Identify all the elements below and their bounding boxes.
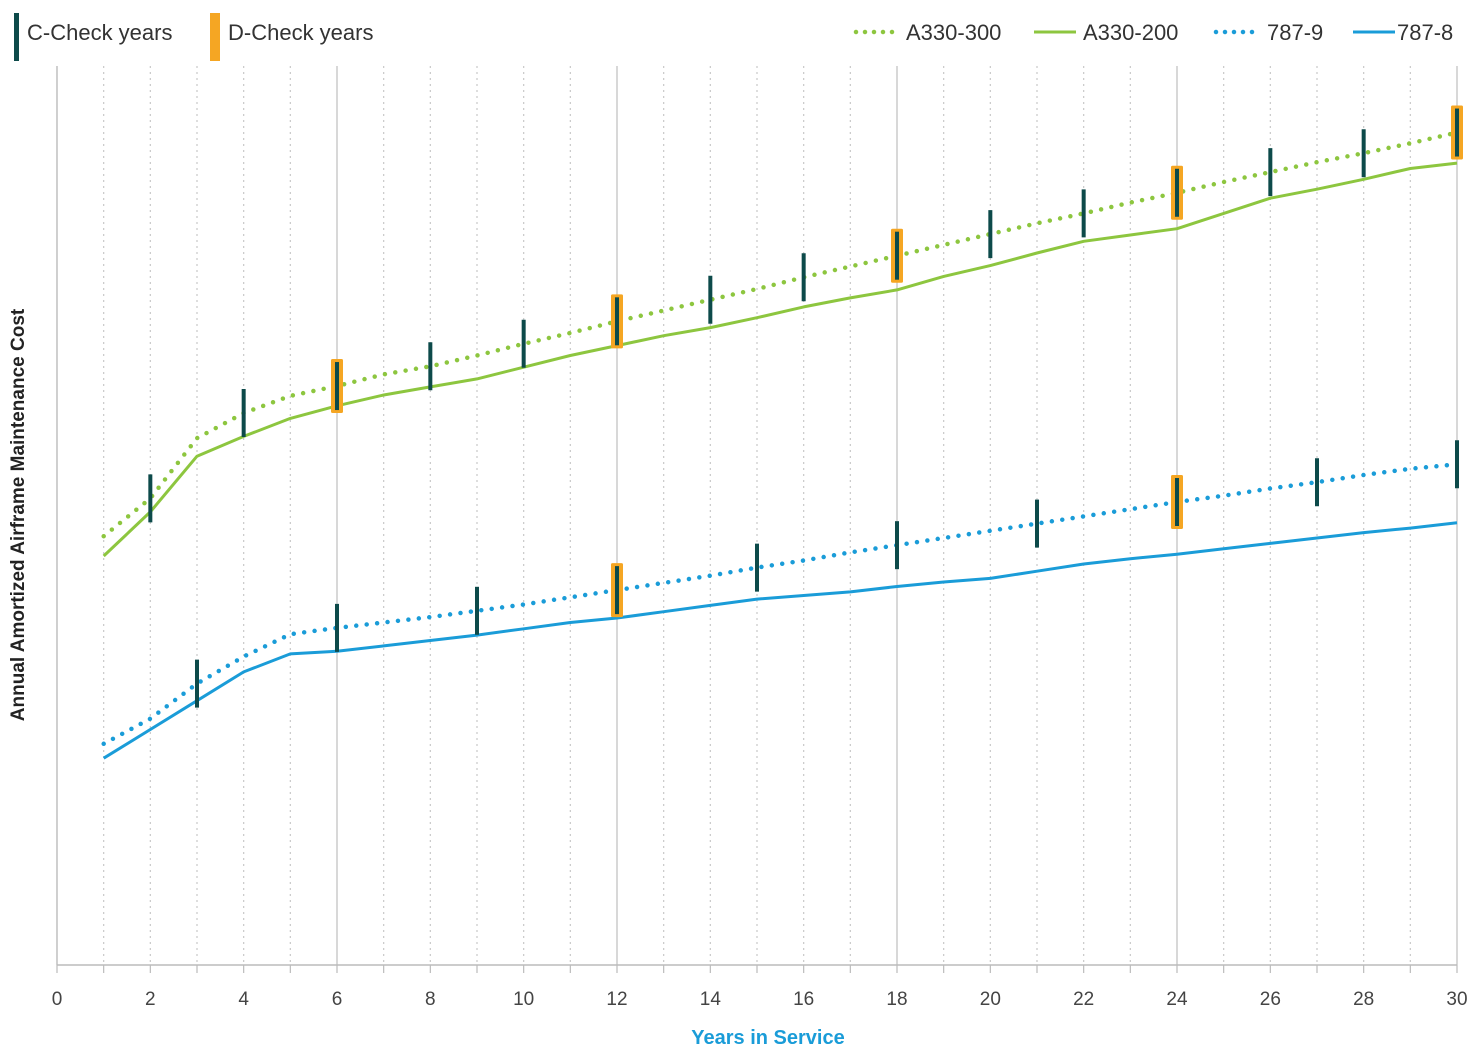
x-tick-label: 20 <box>980 989 1001 1010</box>
legend: C-Check years D-Check years A330-300 A330-2… <box>14 13 1453 61</box>
x-tick-label: 24 <box>1166 989 1188 1010</box>
x-tick-label: 12 <box>606 989 627 1010</box>
series-layer <box>101 130 1460 760</box>
series-line-a330-200 <box>102 161 1458 558</box>
x-tick-label: 18 <box>886 989 907 1010</box>
x-axis-label: Years in Service <box>691 1027 844 1049</box>
legend-label-a330-200: A330-200 <box>1083 20 1178 45</box>
series-line-a330-300 <box>101 130 1460 539</box>
legend-swatch-d-check <box>210 13 220 61</box>
x-tick-label: 6 <box>332 989 343 1010</box>
legend-label-c-check: C-Check years <box>27 20 172 45</box>
series-line-787-9 <box>101 462 1460 747</box>
grid <box>103 66 1458 965</box>
series-line-787-8 <box>102 521 1458 760</box>
x-tick-label: 26 <box>1260 989 1281 1010</box>
x-tick-label: 30 <box>1446 989 1467 1010</box>
x-tick-label: 10 <box>513 989 534 1010</box>
axes: 0 2 4 6 8 10 12 14 16 18 20 22 24 26 28 30 <box>52 66 1468 1010</box>
legend-label-a330-300: A330-300 <box>906 20 1001 45</box>
legend-label-d-check: D-Check years <box>228 20 373 45</box>
x-tick-label: 0 <box>52 989 63 1010</box>
legend-label-787-9: 787-9 <box>1267 20 1323 45</box>
x-tick-label: 8 <box>425 989 436 1010</box>
x-tick-label: 14 <box>700 989 722 1010</box>
legend-swatch-c-check <box>14 13 19 61</box>
x-tick-label: 4 <box>238 989 249 1010</box>
x-tick-label: 28 <box>1353 989 1374 1010</box>
x-tick-label: 2 <box>145 989 156 1010</box>
legend-label-787-8: 787-8 <box>1397 20 1453 45</box>
y-axis-label: Annual Amortized Airframe Maintenance Co… <box>8 308 29 721</box>
x-tick-label: 22 <box>1073 989 1094 1010</box>
check-markers <box>148 105 1463 708</box>
x-tick-label: 16 <box>793 989 814 1010</box>
